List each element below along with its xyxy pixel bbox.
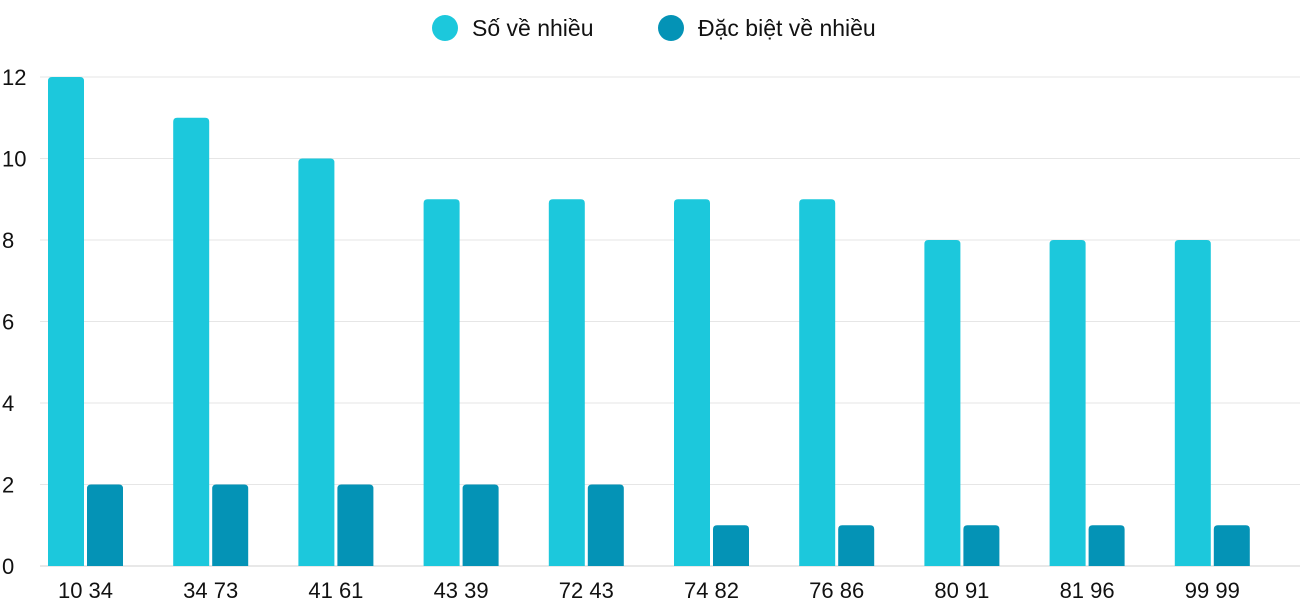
- bar-dac-biet-1: [212, 484, 249, 566]
- x-tick-label: 34 73: [183, 578, 238, 600]
- y-axis-ticks: 0 2 4 6 8 10 12: [2, 65, 26, 579]
- bar-so-ve-nhieu-8: [1049, 240, 1086, 566]
- x-tick-label: 43 39: [434, 578, 489, 600]
- x-tick-label: 72 43: [559, 578, 614, 600]
- legend-marker-1: [658, 15, 684, 41]
- grid-lines: [40, 76, 1300, 567]
- y-tick-label: 0: [2, 554, 14, 579]
- y-tick-label: 4: [2, 391, 14, 416]
- bar-so-ve-nhieu-2: [298, 158, 335, 566]
- bar-so-ve-nhieu-9: [1174, 240, 1211, 566]
- y-tick-label: 10: [2, 147, 26, 172]
- bars: [48, 77, 1250, 566]
- legend-marker-0: [432, 15, 458, 41]
- x-tick-label: 99 99: [1185, 578, 1240, 600]
- x-tick-label: 74 82: [684, 578, 739, 600]
- bar-dac-biet-3: [462, 484, 499, 566]
- y-tick-label: 6: [2, 310, 14, 335]
- x-tick-label: 80 91: [934, 578, 989, 600]
- legend-label-1: Đặc biệt về nhiều: [698, 15, 876, 41]
- bar-dac-biet-5: [713, 525, 749, 566]
- bar-dac-biet-4: [587, 484, 624, 566]
- bar-so-ve-nhieu-0: [48, 77, 84, 566]
- bar-so-ve-nhieu-5: [674, 199, 710, 566]
- legend: Số về nhiều Đặc biệt về nhiều: [432, 15, 876, 41]
- bar-so-ve-nhieu-6: [799, 199, 836, 566]
- legend-label-0: Số về nhiều: [472, 15, 593, 41]
- bar-dac-biet-8: [1088, 525, 1125, 566]
- bar-so-ve-nhieu-1: [173, 117, 210, 566]
- x-axis-ticks: 10 34 34 73 41 61 43 39 72 43 74 82 76 86 80 91…: [58, 578, 1240, 603]
- bar-dac-biet-2: [337, 484, 374, 566]
- bar-dac-biet-6: [838, 525, 875, 566]
- bar-so-ve-nhieu-3: [423, 199, 460, 566]
- bar-so-ve-nhieu-7: [924, 240, 961, 566]
- x-tick-label: 41 61: [308, 578, 363, 600]
- y-tick-label: 2: [2, 473, 14, 498]
- bar-dac-biet-7: [963, 525, 1000, 566]
- x-tick-label: 81 96: [1060, 578, 1115, 600]
- bar-so-ve-nhieu-4: [548, 199, 585, 566]
- y-tick-label: 8: [2, 228, 14, 253]
- x-tick-label: 10 34: [58, 578, 113, 600]
- bar-dac-biet-0: [87, 484, 123, 566]
- bar-dac-biet-9: [1213, 525, 1250, 566]
- y-tick-label: 12: [2, 65, 26, 90]
- x-tick-label: 76 86: [809, 578, 864, 600]
